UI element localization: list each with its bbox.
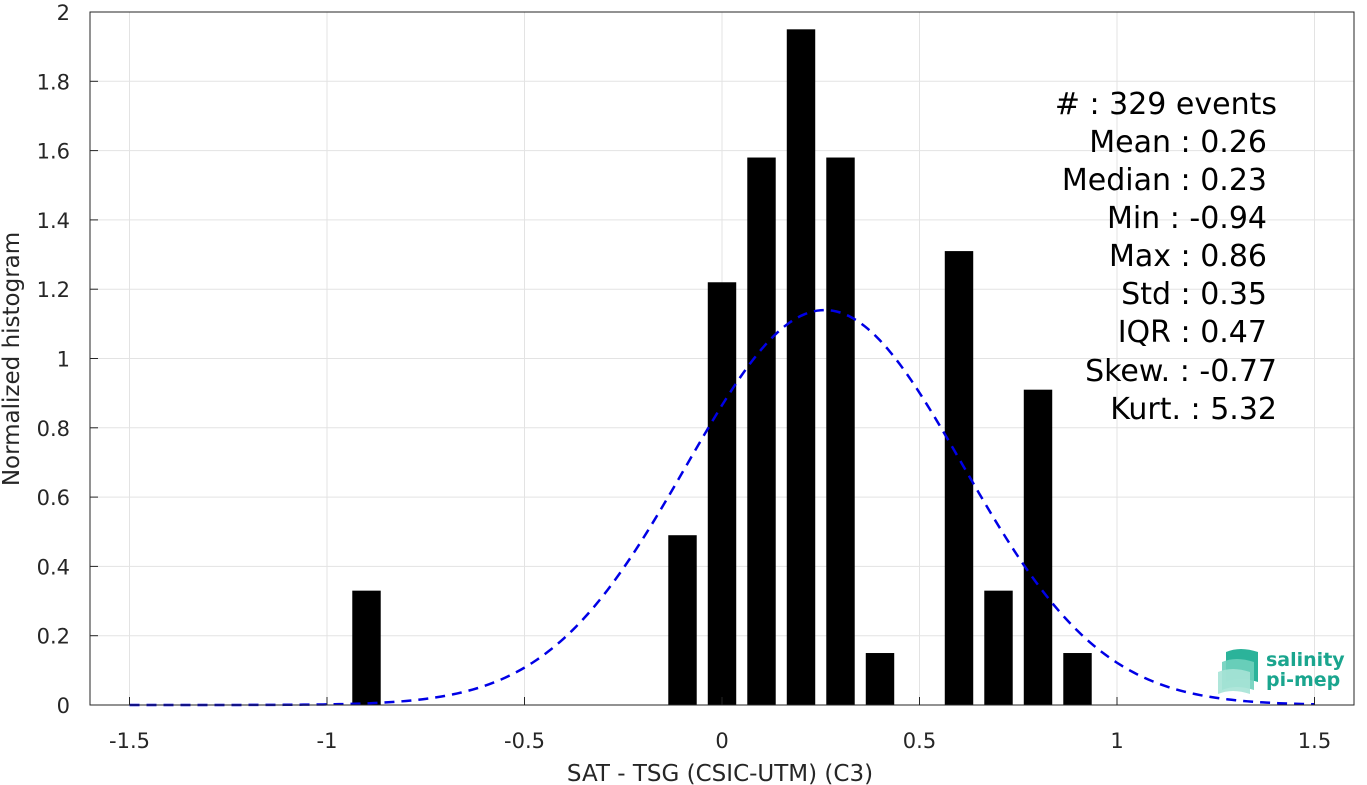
y-tick-label: 0.2 [37, 625, 70, 649]
x-tick-label: 1.5 [1298, 729, 1331, 753]
x-tick-label: 0.5 [903, 729, 936, 753]
y-tick-label: 1.4 [37, 209, 70, 233]
stat-min: Min : -0.94 [1107, 201, 1267, 236]
histogram-bar [747, 157, 776, 705]
logo-line2: pi-mep [1266, 669, 1340, 691]
x-tick-label: -1 [317, 729, 338, 753]
histogram-bar [1063, 653, 1092, 705]
stat-std: Std : 0.35 [1121, 277, 1267, 312]
stat-iqr: IQR : 0.47 [1118, 315, 1267, 350]
histogram-bar [352, 590, 381, 705]
histogram-bar [826, 157, 855, 705]
salinity-pimep-logo: salinity pi-mep [1218, 649, 1345, 694]
y-tick-label: 1.2 [37, 278, 70, 302]
stat-kurt: Kurt. : 5.32 [1110, 392, 1277, 427]
stat-mean: Mean : 0.26 [1089, 125, 1267, 160]
y-axis-label: Normalized histogram [0, 232, 25, 486]
y-tick-label: 1 [57, 348, 70, 372]
y-tick-label: 0.4 [37, 555, 70, 579]
stat-events: # : 329 events [1055, 87, 1277, 122]
x-axis-ticks: -1.5 -1 -0.5 0 0.5 1 1.5 [109, 697, 1331, 753]
x-tick-label: -1.5 [109, 729, 150, 753]
y-tick-label: 1.6 [37, 140, 70, 164]
histogram-bar [1023, 389, 1053, 705]
stat-skew: Skew. : -0.77 [1085, 354, 1277, 389]
stat-max: Max : 0.86 [1109, 239, 1267, 274]
histogram-bar [984, 590, 1013, 705]
logo-line1: salinity [1266, 649, 1345, 671]
x-tick-label: 0 [715, 729, 728, 753]
y-tick-label: 2 [57, 1, 70, 25]
y-axis-ticks: 0 0.2 0.4 0.6 0.8 1 1.2 1.4 1.6 1.8 2 [37, 1, 98, 718]
y-tick-label: 1.8 [37, 70, 70, 94]
x-tick-label: 1 [1110, 729, 1123, 753]
stats-box: # : 329 events Mean : 0.26 Median : 0.23… [1055, 87, 1277, 427]
histogram-bars [352, 29, 1092, 705]
y-tick-label: 0.8 [37, 417, 70, 441]
histogram-bar [668, 535, 697, 705]
histogram-bar [786, 29, 816, 705]
salinity-waves-icon [1218, 649, 1258, 694]
stat-median: Median : 0.23 [1062, 163, 1267, 198]
x-axis-label: SAT - TSG (CSIC-UTM) (C3) [567, 761, 873, 785]
y-tick-label: 0 [57, 694, 70, 718]
x-tick-label: -0.5 [504, 729, 545, 753]
histogram-bar [944, 251, 974, 705]
normal-fit-curve [129, 308, 1315, 707]
y-tick-label: 0.6 [37, 486, 70, 510]
histogram-bar [865, 653, 895, 705]
histogram-bar [707, 282, 737, 705]
